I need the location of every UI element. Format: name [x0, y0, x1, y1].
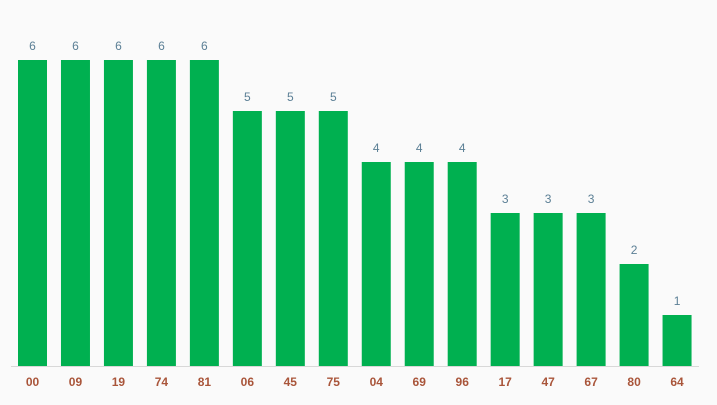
- x-tick-label: 67: [584, 375, 598, 389]
- bar: [275, 111, 305, 366]
- bar: [404, 162, 434, 366]
- x-tick-label: 09: [69, 375, 83, 389]
- x-tick-label: 45: [284, 375, 298, 389]
- x-tick-label: 96: [456, 375, 470, 389]
- value-label: 4: [416, 141, 423, 155]
- value-label: 1: [674, 294, 681, 308]
- value-label: 4: [373, 141, 380, 155]
- value-label: 6: [158, 39, 165, 53]
- x-tick-label: 19: [112, 375, 126, 389]
- value-label: 5: [244, 90, 251, 104]
- bar: [576, 213, 606, 366]
- x-tick-label: 64: [670, 375, 684, 389]
- x-tick-label: 74: [155, 375, 169, 389]
- bar: [490, 213, 520, 366]
- value-label: 5: [330, 90, 337, 104]
- value-label: 6: [115, 39, 122, 53]
- bar: [318, 111, 348, 366]
- x-tick-label: 04: [370, 375, 384, 389]
- value-label: 3: [502, 192, 509, 206]
- x-tick-label: 81: [198, 375, 212, 389]
- bar: [361, 162, 391, 366]
- bar: [619, 264, 649, 366]
- bar: [60, 60, 90, 366]
- bar: [189, 60, 219, 366]
- bar: [103, 60, 133, 366]
- value-label: 5: [287, 90, 294, 104]
- value-label: 4: [459, 141, 466, 155]
- x-tick-label: 06: [241, 375, 255, 389]
- x-tick-label: 75: [327, 375, 341, 389]
- value-label: 3: [588, 192, 595, 206]
- bar: [18, 60, 47, 366]
- x-tick-label: 47: [541, 375, 555, 389]
- value-label: 3: [545, 192, 552, 206]
- x-tick-label: 69: [413, 375, 427, 389]
- value-label: 6: [72, 39, 79, 53]
- value-label: 6: [201, 39, 208, 53]
- value-label: 2: [631, 243, 638, 257]
- x-tick-label: 17: [498, 375, 512, 389]
- bar: [146, 60, 176, 366]
- bar: [533, 213, 563, 366]
- value-label: 6: [29, 39, 36, 53]
- x-tick-label: 00: [26, 375, 40, 389]
- bar: [447, 162, 477, 366]
- x-tick-label: 80: [627, 375, 641, 389]
- bar: [662, 315, 692, 366]
- bar: [232, 111, 262, 366]
